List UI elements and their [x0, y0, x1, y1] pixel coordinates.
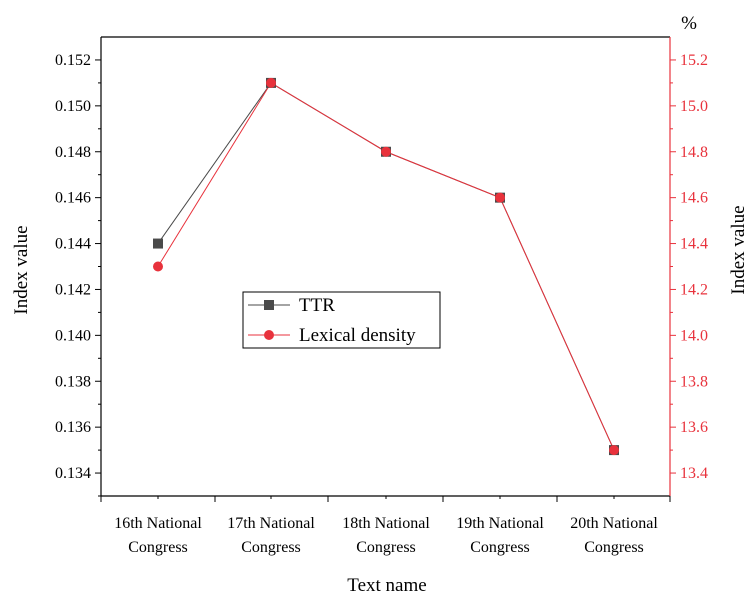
left-y-tick-label: 0.150	[55, 98, 91, 115]
legend-lexical-marker	[264, 330, 274, 340]
legend-box	[242, 291, 441, 349]
right-axis-unit: %	[681, 13, 697, 34]
lexical-density-series-line	[157, 82, 615, 451]
x-tick-label-line: 18th National	[342, 515, 430, 532]
right-y-tick-label: 15.0	[680, 98, 708, 115]
right-y-tick-label: 13.4	[680, 465, 708, 482]
lexical-density-point	[495, 192, 505, 203]
left-y-tick-label: 0.138	[55, 373, 91, 390]
x-tick-label: 19th National Congress	[456, 515, 544, 556]
lexical-density-point	[153, 261, 163, 272]
ttr-series-line	[157, 82, 615, 451]
x-axis-ticks: 16th National Congress 17th National Congre…	[100, 496, 671, 556]
left-y-axis-ticks: 0.134 0.136 0.138 0.140 0.142 0.144 0.146 0.148…	[55, 52, 101, 497]
x-tick-label-line: 19th National	[456, 515, 544, 532]
left-y-tick-label: 0.146	[55, 190, 91, 207]
axes	[100, 36, 671, 497]
series-lines	[157, 82, 615, 451]
series-markers	[153, 77, 619, 456]
left-y-tick-label: 0.134	[55, 465, 91, 482]
lexical-density-point	[266, 77, 276, 88]
right-y-tick-label: 14.6	[680, 190, 708, 207]
legend-ttr-marker	[264, 300, 274, 310]
x-axis-title: Text name	[347, 575, 426, 596]
legend-lexical-label: Lexical density	[299, 325, 416, 346]
x-tick-label: 17th National Congress	[227, 515, 315, 556]
left-y-axis-title: Index value	[11, 225, 32, 314]
legend: TTR Lexical density	[242, 291, 441, 349]
x-tick-label-line: 20th National	[570, 515, 658, 532]
right-y-tick-label: 15.2	[680, 52, 708, 69]
x-tick-label-line: Congress	[241, 539, 301, 556]
x-tick-label-line: Congress	[128, 539, 188, 556]
ttr-point	[153, 238, 163, 249]
left-y-tick-label: 0.142	[55, 281, 91, 298]
left-y-tick-label: 0.148	[55, 144, 91, 161]
x-tick-label: 16th National Congress	[114, 515, 202, 556]
right-y-tick-label: 13.8	[680, 373, 708, 390]
x-tick-label-line: 16th National	[114, 515, 202, 532]
right-y-tick-label: 14.4	[680, 236, 708, 253]
right-y-tick-label: 13.6	[680, 419, 708, 436]
right-y-tick-label: 14.0	[680, 327, 708, 344]
x-tick-label: 20th National Congress	[570, 515, 658, 556]
right-y-axis-ticks: 13.4 13.6 13.8 14.0 14.2 14.4 14.6 14.8 15.0 15.2	[670, 52, 708, 482]
right-y-tick-label: 14.8	[680, 144, 708, 161]
left-y-tick-label: 0.144	[55, 236, 91, 253]
x-tick-label-line: 17th National	[227, 515, 315, 532]
left-y-tick-label: 0.152	[55, 52, 91, 69]
lexical-density-point	[381, 146, 391, 157]
right-y-tick-label: 14.2	[680, 281, 708, 298]
lexical-density-point	[609, 445, 619, 456]
x-tick-label-line: Congress	[584, 539, 644, 556]
left-y-tick-label: 0.140	[55, 327, 91, 344]
left-y-tick-label: 0.136	[55, 419, 91, 436]
x-tick-label: 18th National Congress	[342, 515, 430, 556]
right-y-axis-title: Index value	[728, 205, 749, 294]
x-tick-label-line: Congress	[356, 539, 416, 556]
x-tick-label-line: Congress	[470, 539, 530, 556]
legend-ttr-label: TTR	[299, 295, 335, 316]
